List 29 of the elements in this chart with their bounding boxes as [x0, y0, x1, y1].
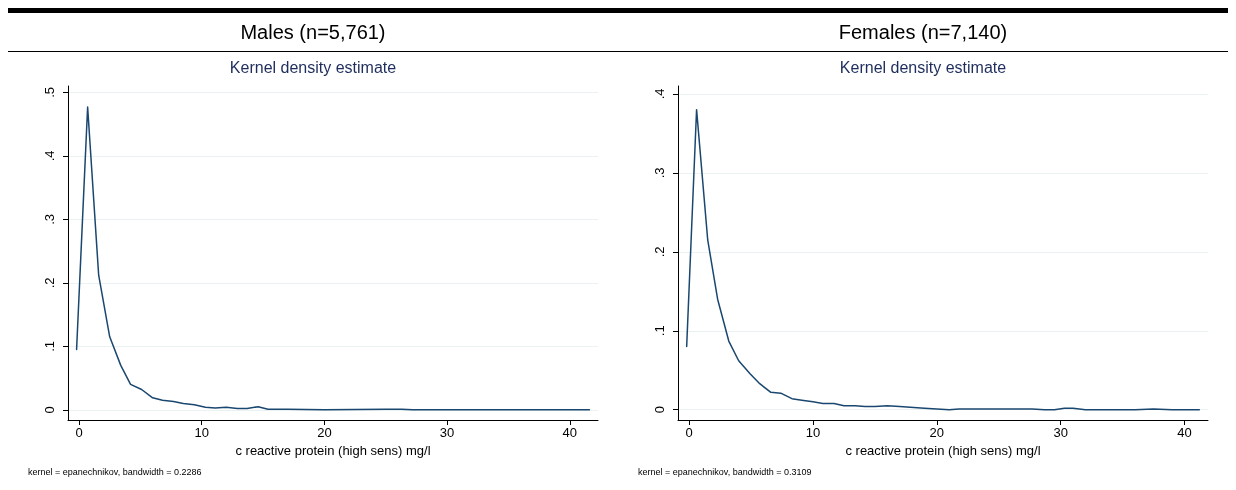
chart-subtitle: Kernel density estimate [839, 58, 1007, 76]
x-tick-label: 30 [439, 425, 455, 440]
y-tick-label: .4 [42, 150, 57, 162]
y-tick-label: .2 [652, 246, 667, 258]
x-axis-title: c reactive protein (high sens) mg/l [235, 442, 431, 458]
x-tick-label: 10 [805, 425, 821, 440]
x-tick-label: 10 [194, 425, 209, 440]
chart-title: Males (n=5,761) [8, 13, 618, 52]
y-tick-label: .3 [652, 167, 667, 179]
x-tick-label: 30 [1053, 425, 1068, 440]
x-tick-label: 20 [929, 425, 945, 440]
chart-title: Females (n=7,140) [618, 13, 1228, 52]
x-tick-label: 0 [685, 425, 693, 440]
y-tick-label: 0 [42, 406, 57, 414]
y-tick-label: .1 [652, 325, 667, 337]
y-tick-label: .4 [652, 88, 667, 100]
y-tick-label: .2 [42, 277, 57, 289]
y-tick-label: .3 [42, 213, 57, 225]
x-axis-title: c reactive protein (high sens) mg/l [845, 442, 1041, 458]
x-tick-label: 0 [75, 425, 83, 440]
y-tick-label: .5 [42, 86, 57, 98]
y-tick-label: 0 [652, 406, 667, 414]
x-tick-label: 40 [1177, 425, 1192, 440]
chart-subtitle: Kernel density estimate [229, 58, 397, 76]
x-tick-label: 20 [317, 425, 332, 440]
text: kernel = epanechnikov, bandwidth = 0.3109 [638, 466, 812, 477]
x-tick-label: 40 [562, 425, 578, 440]
text: kernel = epanechnikov, bandwidth = 0.2286 [28, 466, 202, 477]
y-tick-label: .1 [42, 340, 57, 352]
